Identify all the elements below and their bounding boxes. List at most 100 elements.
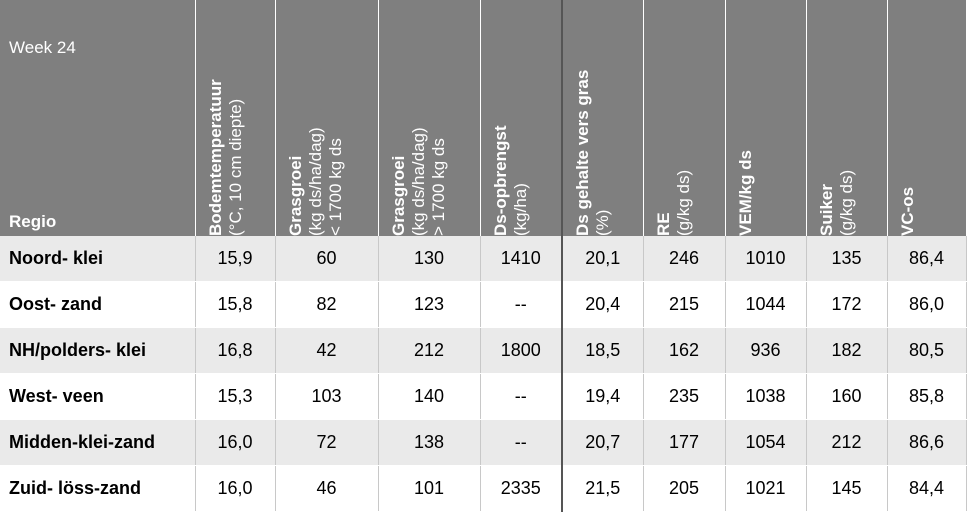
value-cell: -- <box>480 281 563 328</box>
header-text: Grasgroei (kg ds/ha/dag) < 1700 kg ds <box>286 2 346 236</box>
header-text: VEM/kg ds <box>736 2 756 236</box>
value-cell: 145 <box>806 465 888 512</box>
value-cell: 86,0 <box>887 281 967 328</box>
header-line: (kg ds/ha/dag) <box>305 127 325 236</box>
value-cell: 172 <box>806 281 888 328</box>
value-cell: 46 <box>275 465 379 512</box>
corner-header: Week 24 Regio <box>0 0 196 236</box>
region-cell: Midden-klei-zand <box>0 419 196 466</box>
value-cell: 103 <box>275 373 379 420</box>
header-line: (kg ds/ha/dag) <box>408 127 428 236</box>
value-cell: 140 <box>378 373 481 420</box>
value-cell: 2335 <box>480 465 563 512</box>
value-cell: 1800 <box>480 327 563 374</box>
header-line: Grasgroei <box>388 155 408 236</box>
value-cell: 85,8 <box>887 373 967 420</box>
table-row: Midden-klei-zand 16,0 72 138 -- 20,7 177 1054 21… <box>0 419 967 466</box>
table-row: Noord- klei 15,9 60 130 1410 20,1 246 1010 135 86… <box>0 236 967 282</box>
value-cell: 86,6 <box>887 419 967 466</box>
column-header: Ds gehalte vers gras (%) <box>562 0 644 236</box>
value-cell: 123 <box>378 281 481 328</box>
column-header: Ds-opbrengst (kg/ha) <box>480 0 563 237</box>
value-cell: 212 <box>806 419 888 466</box>
value-cell: 212 <box>378 327 481 374</box>
header-line: Bodemtemperatuur <box>205 79 225 236</box>
column-header: Suiker (g/kg ds) <box>806 0 888 236</box>
value-cell: 135 <box>806 236 888 282</box>
value-cell: 20,1 <box>562 236 644 282</box>
header-line: Grasgroei <box>285 155 305 236</box>
value-cell: 42 <box>275 327 379 374</box>
header-text: RE (g/kg ds) <box>654 2 694 236</box>
row-header: Regio <box>9 212 57 231</box>
region-cell: Oost- zand <box>0 281 196 328</box>
value-cell: 160 <box>806 373 888 420</box>
table-row: West- veen 15,3 103 140 -- 19,4 235 1038 160 85,8 <box>0 373 967 420</box>
column-header: VEM/kg ds <box>725 0 807 236</box>
value-cell: 205 <box>643 465 726 512</box>
value-cell: 15,3 <box>195 373 276 420</box>
region-cell: Noord- klei <box>0 236 196 282</box>
header-line: Ds-opbrengst <box>490 125 510 237</box>
header-line: VEM/kg ds <box>735 150 755 236</box>
value-cell: 162 <box>643 327 726 374</box>
value-cell: 1054 <box>725 419 807 466</box>
header-line: < 1700 kg ds <box>325 138 345 236</box>
value-cell: 20,7 <box>562 419 644 466</box>
value-cell: 1038 <box>725 373 807 420</box>
value-cell: 246 <box>643 236 726 282</box>
header-text: VC-os <box>898 2 918 236</box>
value-cell: 130 <box>378 236 481 282</box>
column-header: Grasgroei (kg ds/ha/dag) < 1700 kg ds <box>275 0 379 236</box>
header-line: (g/kg ds) <box>673 169 693 236</box>
column-header: Grasgroei (kg ds/ha/dag) > 1700 kg ds <box>378 0 481 236</box>
value-cell: 182 <box>806 327 888 374</box>
column-header: VC-os <box>887 0 967 236</box>
table-row: Oost- zand 15,8 82 123 -- 20,4 215 1044 172 86,0 <box>0 281 967 328</box>
header-line: RE <box>653 212 673 236</box>
value-cell: 936 <box>725 327 807 374</box>
header-text: Bodemtemperatuur (°C, 10 cm diepte) <box>206 2 246 236</box>
header-line: VC-os <box>897 186 917 236</box>
value-cell: 82 <box>275 281 379 328</box>
header-line: (°C, 10 cm diepte) <box>225 98 245 236</box>
region-cell: West- veen <box>0 373 196 420</box>
region-cell: Zuid- löss-zand <box>0 465 196 512</box>
value-cell: -- <box>480 419 563 466</box>
week-label: Week 24 <box>9 38 76 57</box>
header-line: (kg/ha) <box>510 183 530 236</box>
header-text: Ds-opbrengst (kg/ha) <box>490 2 531 237</box>
value-cell: 19,4 <box>562 373 644 420</box>
value-cell: -- <box>480 373 563 420</box>
value-cell: 235 <box>643 373 726 420</box>
value-cell: 86,4 <box>887 236 967 282</box>
value-cell: 72 <box>275 419 379 466</box>
value-cell: 16,8 <box>195 327 276 374</box>
region-cell: NH/polders- klei <box>0 327 196 374</box>
value-cell: 16,0 <box>195 419 276 466</box>
value-cell: 1044 <box>725 281 807 328</box>
header-text: Ds gehalte vers gras (%) <box>573 2 613 236</box>
value-cell: 215 <box>643 281 726 328</box>
header-line: Ds gehalte vers gras <box>573 69 592 236</box>
value-cell: 101 <box>378 465 481 512</box>
value-cell: 1021 <box>725 465 807 512</box>
value-cell: 20,4 <box>562 281 644 328</box>
header-row: Week 24 Regio Bodemtemperatuur (°C, 10 cm… <box>0 0 967 237</box>
value-cell: 16,0 <box>195 465 276 512</box>
table-row: NH/polders- klei 16,8 42 212 1800 18,5 162 936 1… <box>0 327 967 374</box>
value-cell: 1410 <box>480 236 563 282</box>
value-cell: 60 <box>275 236 379 282</box>
column-header: Bodemtemperatuur (°C, 10 cm diepte) <box>195 0 276 236</box>
value-cell: 15,8 <box>195 281 276 328</box>
column-header: RE (g/kg ds) <box>643 0 726 236</box>
header-line: (g/kg ds) <box>836 169 856 236</box>
value-cell: 1010 <box>725 236 807 282</box>
value-cell: 84,4 <box>887 465 967 512</box>
value-cell: 21,5 <box>562 465 644 512</box>
value-cell: 177 <box>643 419 726 466</box>
value-cell: 80,5 <box>887 327 967 374</box>
header-line: (%) <box>593 209 612 236</box>
